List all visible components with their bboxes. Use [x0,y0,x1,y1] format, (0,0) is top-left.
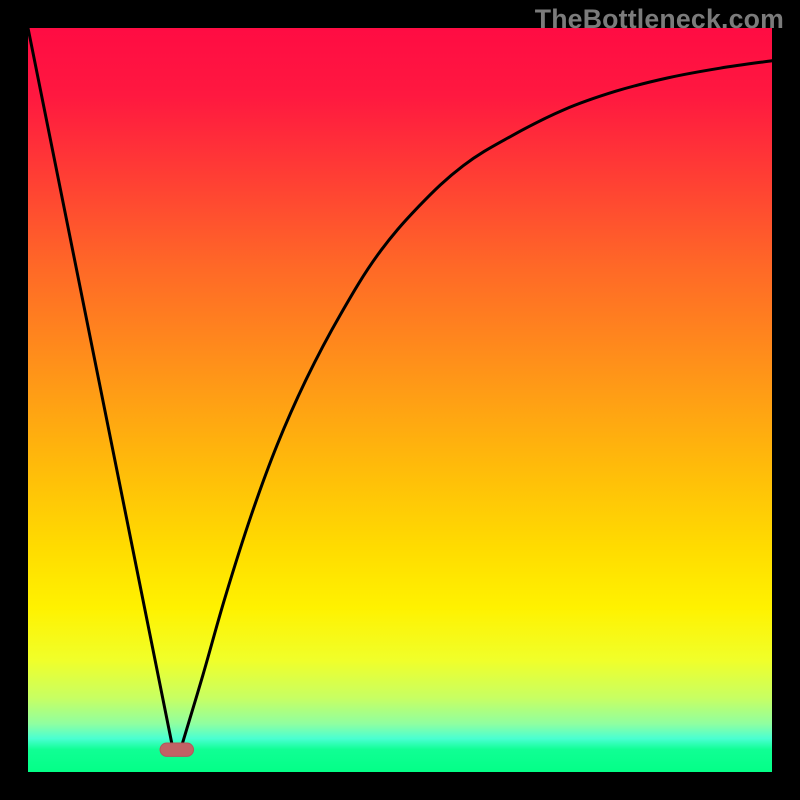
sweet-spot-marker [160,743,193,756]
bottleneck-chart-svg [0,0,800,800]
watermark-text: TheBottleneck.com [535,4,784,35]
chart-stage: TheBottleneck.com [0,0,800,800]
chart-background-gradient [28,28,772,772]
